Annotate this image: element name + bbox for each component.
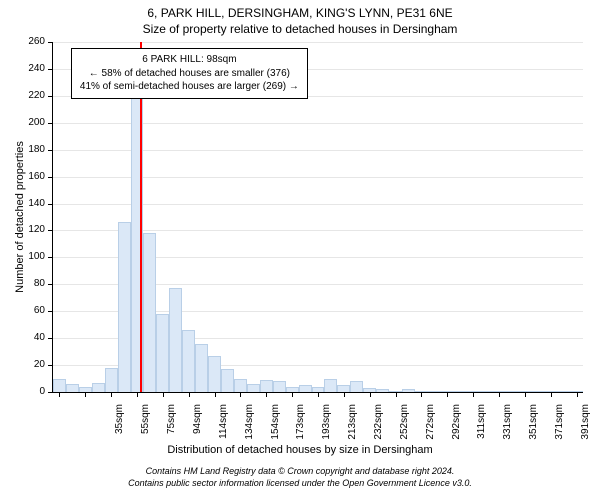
plot-area: 02040608010012014016018020022024026035sq… bbox=[52, 42, 583, 393]
histogram-bar bbox=[92, 383, 105, 392]
x-tick-mark bbox=[473, 392, 474, 397]
y-tick-label: 180 bbox=[28, 144, 53, 155]
x-tick-mark bbox=[577, 392, 578, 397]
x-tick-label: 173sqm bbox=[295, 398, 306, 449]
histogram-bar bbox=[402, 389, 415, 392]
histogram-bar bbox=[428, 391, 441, 392]
histogram-bar bbox=[247, 384, 260, 392]
histogram-bar bbox=[376, 389, 389, 392]
x-tick-mark bbox=[266, 392, 267, 397]
y-axis-label: Number of detached properties bbox=[14, 42, 26, 392]
x-tick-label: 391sqm bbox=[580, 398, 591, 449]
histogram-bar bbox=[182, 330, 195, 392]
y-tick-label: 200 bbox=[28, 117, 53, 128]
x-tick-label: 55sqm bbox=[140, 398, 151, 449]
chart-container: { "titles": { "line1": "6, PARK HILL, DE… bbox=[0, 0, 600, 500]
histogram-bar bbox=[234, 379, 247, 392]
x-tick-label: 114sqm bbox=[218, 398, 229, 449]
x-tick-mark bbox=[240, 392, 241, 397]
annotation-line: ← 58% of detached houses are smaller (37… bbox=[80, 67, 299, 81]
annotation-line: 41% of semi-detached houses are larger (… bbox=[80, 80, 299, 94]
histogram-bar bbox=[505, 391, 518, 392]
annotation-box: 6 PARK HILL: 98sqm← 58% of detached hous… bbox=[71, 48, 308, 99]
x-tick-label: 75sqm bbox=[166, 398, 177, 449]
x-tick-label: 351sqm bbox=[528, 398, 539, 449]
x-tick-label: 134sqm bbox=[244, 398, 255, 449]
x-tick-mark bbox=[59, 392, 60, 397]
x-tick-label: 272sqm bbox=[425, 398, 436, 449]
x-tick-label: 94sqm bbox=[192, 398, 203, 449]
x-tick-label: 331sqm bbox=[502, 398, 513, 449]
y-tick-label: 80 bbox=[34, 278, 53, 289]
x-tick-label: 292sqm bbox=[451, 398, 462, 449]
x-tick-mark bbox=[215, 392, 216, 397]
y-tick-label: 160 bbox=[28, 171, 53, 182]
x-tick-mark bbox=[370, 392, 371, 397]
y-tick-label: 260 bbox=[28, 36, 53, 47]
y-tick-label: 60 bbox=[34, 305, 53, 316]
histogram-bar bbox=[299, 385, 312, 392]
gridline bbox=[53, 42, 583, 43]
x-tick-mark bbox=[525, 392, 526, 397]
x-tick-label: 213sqm bbox=[347, 398, 358, 449]
x-tick-label: 154sqm bbox=[270, 398, 281, 449]
histogram-bar bbox=[118, 222, 131, 392]
x-tick-label: 193sqm bbox=[321, 398, 332, 449]
x-tick-mark bbox=[292, 392, 293, 397]
y-tick-label: 100 bbox=[28, 251, 53, 262]
annotation-line: 6 PARK HILL: 98sqm bbox=[80, 53, 299, 67]
x-tick-mark bbox=[344, 392, 345, 397]
histogram-bar bbox=[557, 391, 570, 392]
histogram-bar bbox=[105, 368, 118, 392]
histogram-bar bbox=[480, 391, 493, 392]
histogram-bar bbox=[260, 380, 273, 392]
x-tick-label: 252sqm bbox=[399, 398, 410, 449]
histogram-bar bbox=[143, 233, 156, 392]
y-tick-label: 120 bbox=[28, 224, 53, 235]
x-tick-label: 35sqm bbox=[114, 398, 125, 449]
x-axis-label: Distribution of detached houses by size … bbox=[0, 444, 600, 456]
x-tick-mark bbox=[318, 392, 319, 397]
x-tick-mark bbox=[396, 392, 397, 397]
histogram-bar bbox=[350, 381, 363, 392]
x-tick-label: 311sqm bbox=[476, 398, 487, 449]
y-tick-label: 20 bbox=[34, 359, 53, 370]
histogram-bar bbox=[531, 391, 544, 392]
histogram-bar bbox=[208, 356, 221, 392]
chart-title-line1: 6, PARK HILL, DERSINGHAM, KING'S LYNN, P… bbox=[0, 6, 600, 20]
histogram-bar bbox=[169, 288, 182, 392]
x-tick-mark bbox=[421, 392, 422, 397]
histogram-bar bbox=[273, 381, 286, 392]
footer-line2: Contains public sector information licen… bbox=[0, 478, 600, 488]
histogram-bar bbox=[195, 344, 208, 392]
y-tick-label: 140 bbox=[28, 198, 53, 209]
histogram-bar bbox=[221, 369, 234, 392]
y-tick-label: 40 bbox=[34, 332, 53, 343]
y-tick-label: 240 bbox=[28, 63, 53, 74]
x-tick-mark bbox=[85, 392, 86, 397]
x-tick-mark bbox=[163, 392, 164, 397]
footer-line1: Contains HM Land Registry data © Crown c… bbox=[0, 466, 600, 476]
y-tick-label: 220 bbox=[28, 90, 53, 101]
x-tick-mark bbox=[551, 392, 552, 397]
x-tick-mark bbox=[137, 392, 138, 397]
histogram-bar bbox=[324, 379, 337, 392]
x-tick-mark bbox=[111, 392, 112, 397]
histogram-bar bbox=[53, 379, 66, 392]
histogram-bar bbox=[156, 314, 169, 392]
histogram-bar bbox=[337, 385, 350, 392]
x-tick-label: 232sqm bbox=[373, 398, 384, 449]
chart-title-line2: Size of property relative to detached ho… bbox=[0, 22, 600, 36]
histogram-bar bbox=[66, 384, 79, 392]
histogram-bar bbox=[454, 391, 467, 392]
x-tick-mark bbox=[447, 392, 448, 397]
x-tick-mark bbox=[499, 392, 500, 397]
x-tick-mark bbox=[189, 392, 190, 397]
x-tick-label: 371sqm bbox=[554, 398, 565, 449]
y-tick-label: 0 bbox=[39, 386, 53, 397]
